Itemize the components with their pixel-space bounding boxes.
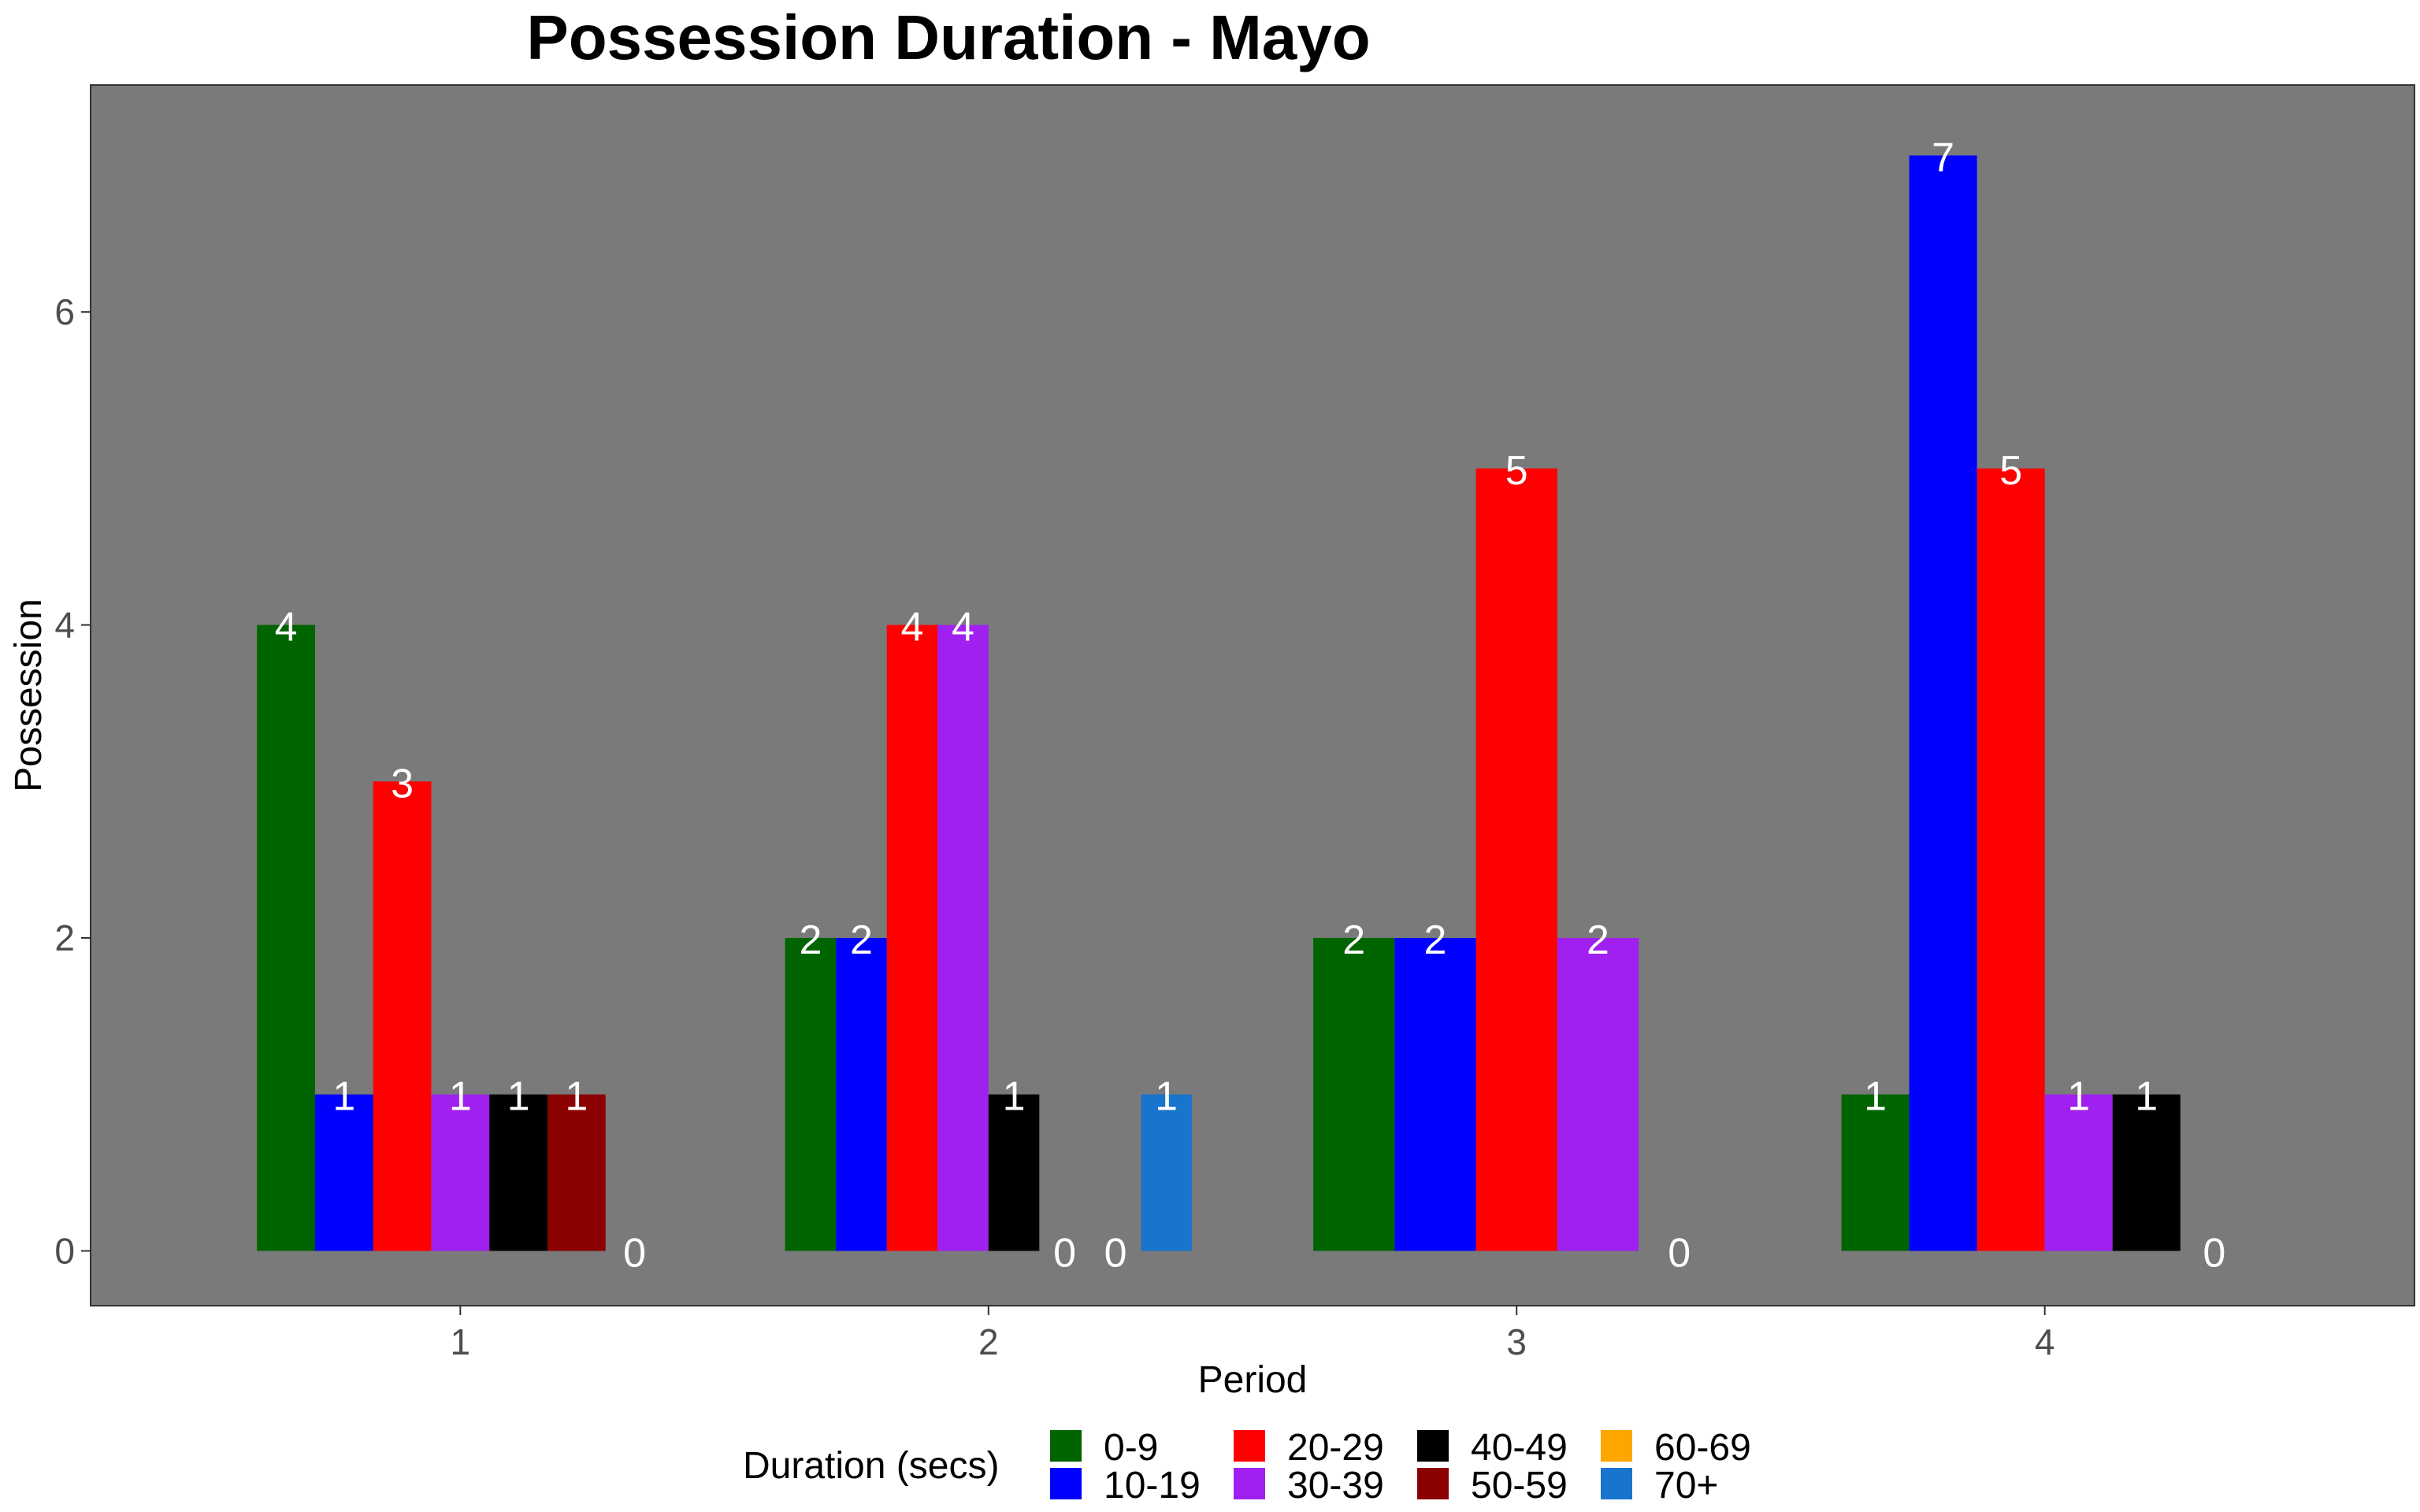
legend-label: 70+ bbox=[1654, 1465, 1718, 1506]
legend-label: 40-49 bbox=[1471, 1427, 1568, 1469]
data-label: 1 bbox=[332, 1074, 355, 1120]
data-label: 0 bbox=[2203, 1230, 2225, 1276]
x-tick-label: 2 bbox=[978, 1321, 999, 1362]
y-tick-label: 4 bbox=[54, 605, 75, 646]
bar-1-10-19 bbox=[314, 1094, 373, 1251]
x-tick-label: 3 bbox=[1506, 1321, 1527, 1362]
bars-group bbox=[257, 155, 2181, 1251]
bar-1-0-9 bbox=[257, 624, 315, 1251]
bar-4-40-49 bbox=[2112, 1094, 2181, 1251]
bar-1-20-29 bbox=[373, 781, 432, 1251]
legend-label: 10-19 bbox=[1104, 1465, 1201, 1506]
bar-2-30-39 bbox=[937, 624, 989, 1251]
data-label: 0 bbox=[1053, 1230, 1076, 1276]
bar-1-30-39 bbox=[431, 1094, 490, 1251]
data-label: 5 bbox=[1505, 448, 1528, 494]
data-label: 2 bbox=[1587, 917, 1609, 963]
y-tick-label: 6 bbox=[54, 291, 75, 332]
legend-swatch bbox=[1417, 1430, 1449, 1462]
data-label: 0 bbox=[1104, 1230, 1127, 1276]
bar-3-0-9 bbox=[1313, 938, 1395, 1251]
data-label: 7 bbox=[1932, 135, 1954, 180]
bar-2-20-29 bbox=[886, 624, 938, 1251]
bar-3-10-19 bbox=[1394, 938, 1476, 1251]
y-axis-title: Possession bbox=[8, 598, 50, 791]
data-label: 1 bbox=[565, 1074, 588, 1120]
data-label: 4 bbox=[275, 605, 298, 650]
bar-1-50-59 bbox=[547, 1094, 606, 1251]
data-label: 2 bbox=[850, 917, 873, 963]
legend-swatch bbox=[1234, 1468, 1265, 1499]
bar-1-40-49 bbox=[489, 1094, 547, 1251]
legend-swatch bbox=[1417, 1468, 1449, 1499]
data-label: 4 bbox=[952, 605, 974, 650]
legend-label: 0-9 bbox=[1104, 1427, 1158, 1469]
legend-swatch bbox=[1050, 1468, 1082, 1499]
data-label: 0 bbox=[623, 1230, 646, 1276]
legend-label: 50-59 bbox=[1471, 1465, 1568, 1506]
bar-3-20-29 bbox=[1475, 468, 1557, 1251]
bar-3-30-39 bbox=[1557, 938, 1639, 1251]
x-tick-label: 1 bbox=[451, 1321, 471, 1362]
data-label: 5 bbox=[1999, 448, 2022, 494]
bar-2-0-9 bbox=[785, 938, 837, 1251]
data-label: 1 bbox=[449, 1074, 472, 1120]
x-axis: 1 2 3 4 bbox=[451, 1306, 2055, 1362]
bar-2-70+ bbox=[1141, 1094, 1192, 1251]
data-label: 1 bbox=[507, 1074, 530, 1120]
data-label: 2 bbox=[799, 917, 822, 963]
bar-4-30-39 bbox=[2044, 1094, 2113, 1251]
legend-label: 30-39 bbox=[1287, 1465, 1384, 1506]
y-tick-label: 0 bbox=[54, 1230, 75, 1271]
bar-4-20-29 bbox=[1976, 468, 2045, 1251]
data-label: 0 bbox=[1668, 1230, 1691, 1276]
legend-label: 60-69 bbox=[1654, 1427, 1751, 1469]
data-label: 1 bbox=[1864, 1074, 1887, 1120]
data-label: 2 bbox=[1424, 917, 1447, 963]
x-tick-label: 4 bbox=[2035, 1321, 2055, 1362]
legend-title: Duration (secs) bbox=[743, 1445, 999, 1487]
data-label: 1 bbox=[1003, 1074, 1026, 1120]
data-label: 3 bbox=[391, 761, 414, 806]
bar-2-10-19 bbox=[836, 938, 887, 1251]
chart-title: Possession Duration - Mayo bbox=[526, 2, 1370, 72]
legend-label: 20-29 bbox=[1287, 1427, 1384, 1469]
data-label: 2 bbox=[1342, 917, 1365, 963]
legend-swatch bbox=[1601, 1430, 1632, 1462]
data-label: 1 bbox=[2067, 1074, 2090, 1120]
y-tick-label: 2 bbox=[54, 917, 75, 958]
bar-4-0-9 bbox=[1841, 1094, 1910, 1251]
legend-swatch bbox=[1234, 1430, 1265, 1462]
data-label: 4 bbox=[901, 605, 924, 650]
bar-4-10-19 bbox=[1909, 155, 1977, 1251]
x-axis-title: Period bbox=[1198, 1359, 1308, 1401]
data-label: 1 bbox=[1155, 1074, 1178, 1120]
y-axis: 0 2 4 6 bbox=[54, 291, 91, 1271]
legend-swatch bbox=[1050, 1430, 1082, 1462]
data-label: 1 bbox=[2135, 1074, 2158, 1120]
legend-swatch bbox=[1601, 1468, 1632, 1499]
bar-2-40-49 bbox=[988, 1094, 1040, 1251]
